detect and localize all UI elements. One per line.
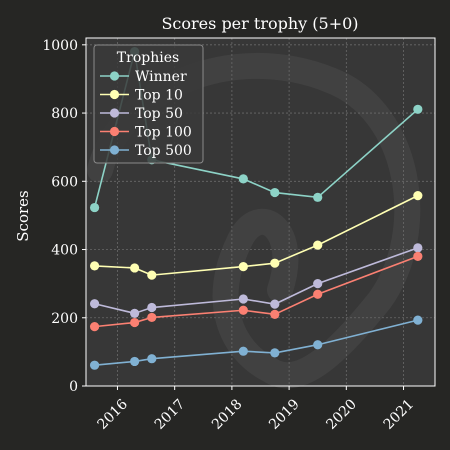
data-point <box>130 356 140 367</box>
legend-item: Winner <box>100 69 187 85</box>
gridlines <box>86 38 435 387</box>
chart-title: Scores per trophy (5+0) <box>161 14 358 33</box>
y-tick-label: 400 <box>51 243 78 259</box>
data-point <box>413 315 423 325</box>
legend-title: Trophies <box>117 50 179 66</box>
legend-swatch-marker <box>109 145 120 155</box>
legend-swatch-marker <box>109 89 120 100</box>
data-point <box>89 322 100 332</box>
legend-label: Winner <box>135 69 187 85</box>
data-point <box>147 312 157 323</box>
y-tick-label: 200 <box>51 311 78 327</box>
data-point <box>270 309 280 319</box>
y-axis-label: Scores <box>14 190 32 241</box>
legend-box <box>93 44 204 164</box>
legend-items: Winner Top 10 Top 50 Top 100 Top 500 <box>100 69 192 159</box>
data-point <box>313 240 323 250</box>
y-tick-label: 0 <box>69 379 78 395</box>
series-top-50 <box>89 243 423 318</box>
data-point <box>413 104 423 114</box>
data-point <box>238 346 248 356</box>
data-point <box>238 261 248 272</box>
legend-label: Top 50 <box>135 106 183 122</box>
data-point <box>270 258 280 268</box>
legend-label: Top 500 <box>135 143 192 159</box>
plot-frame <box>85 37 436 387</box>
data-point <box>413 191 423 201</box>
legend-item: Top 500 <box>100 143 192 159</box>
data-point <box>89 261 100 271</box>
legend-item: Top 50 <box>100 106 183 122</box>
legend: Trophies Winner Top 10 Top 50 Top 100 Top 50… <box>93 44 204 164</box>
y-axis: 0 200 400 600 800 1000 <box>42 38 86 395</box>
y-tick-label: 800 <box>51 106 78 122</box>
y-tick-label: 600 <box>51 174 78 190</box>
series-top-100 <box>89 251 423 332</box>
legend-swatch-marker <box>109 126 120 137</box>
data-point <box>130 263 140 273</box>
watermark-logo <box>87 53 421 389</box>
data-point <box>147 354 157 364</box>
data-point <box>238 294 248 304</box>
series-top-10 <box>89 191 423 280</box>
data-point <box>89 360 100 370</box>
legend-item: Top 100 <box>100 125 192 141</box>
data-point <box>270 299 280 309</box>
data-point <box>313 192 323 202</box>
data-point <box>270 348 280 358</box>
y-tick-label: 1000 <box>42 38 78 54</box>
data-point <box>413 243 423 253</box>
series-layer <box>89 47 423 370</box>
data-point <box>130 308 140 318</box>
data-point <box>89 299 100 309</box>
data-point <box>413 251 423 261</box>
legend-swatch-marker <box>109 108 120 118</box>
series-top-500 <box>89 315 423 370</box>
data-point <box>238 305 248 315</box>
data-point <box>270 187 280 198</box>
data-point <box>238 174 248 184</box>
data-point <box>147 302 157 313</box>
data-point <box>89 202 100 213</box>
data-point <box>313 289 323 299</box>
data-point <box>130 317 140 328</box>
legend-label: Top 100 <box>135 125 192 141</box>
data-point <box>147 270 157 280</box>
legend-swatch-marker <box>109 71 120 81</box>
data-point <box>313 279 323 289</box>
data-point <box>313 340 323 350</box>
legend-label: Top 10 <box>135 88 183 104</box>
legend-item: Top 10 <box>100 88 183 104</box>
